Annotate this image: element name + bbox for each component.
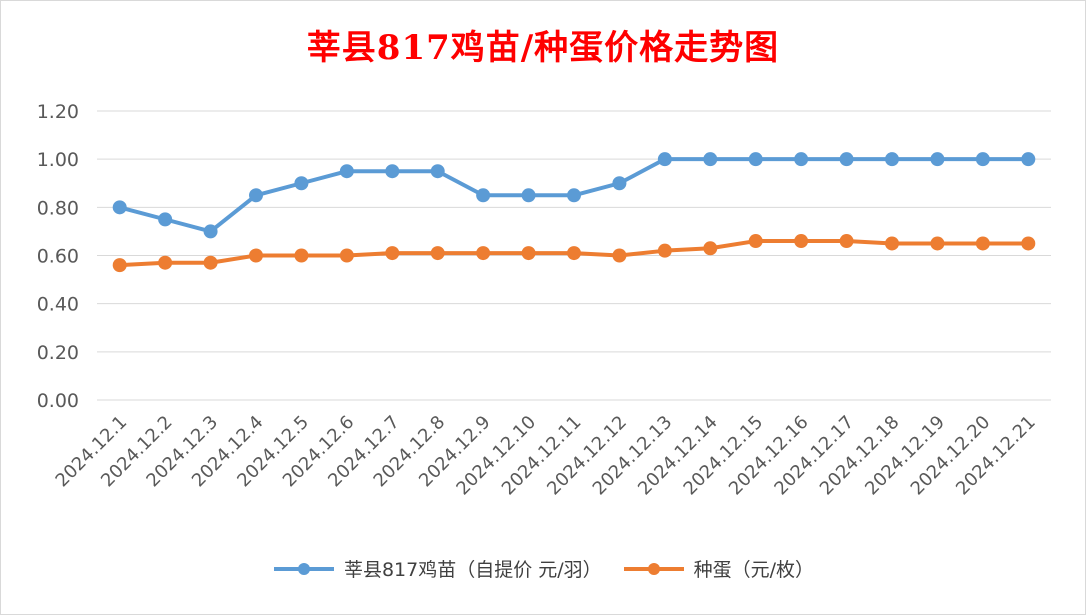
data-point	[975, 152, 990, 167]
data-point	[430, 164, 445, 179]
legend-item-chick: 莘县817鸡苗（自提价 元/羽）	[272, 555, 602, 582]
data-point	[249, 248, 263, 263]
data-point	[930, 152, 945, 167]
x-axis-labels: 2024.12.12024.12.22024.12.32024.12.42024…	[52, 412, 1040, 500]
legend-marker-chick	[273, 562, 334, 575]
y-tick-label: 0.20	[37, 342, 79, 364]
data-point	[612, 248, 627, 263]
data-point	[703, 241, 718, 256]
data-point	[1021, 236, 1036, 251]
legend: 莘县817鸡苗（自提价 元/羽） 种蛋（元/枚）	[0, 555, 1086, 582]
data-point	[476, 188, 491, 203]
y-tick-label: 1.20	[37, 101, 79, 123]
data-point	[158, 212, 173, 227]
legend-item-egg: 种蛋（元/枚）	[622, 555, 814, 582]
data-point	[112, 200, 127, 215]
y-tick-label: 0.00	[37, 390, 79, 412]
data-point	[839, 234, 854, 249]
data-point	[339, 164, 354, 179]
data-point	[339, 248, 354, 263]
data-point	[430, 246, 445, 261]
data-point	[521, 188, 536, 203]
data-point	[748, 234, 763, 249]
y-tick-label: 0.60	[37, 246, 79, 268]
data-point	[385, 164, 400, 179]
data-point	[794, 234, 809, 249]
data-point	[567, 246, 581, 261]
data-point	[657, 152, 672, 167]
data-point	[112, 258, 127, 273]
data-point	[930, 236, 945, 251]
data-point	[158, 255, 173, 270]
data-point	[476, 246, 491, 261]
data-point	[521, 246, 536, 261]
y-tick-label: 1.00	[37, 149, 79, 171]
y-axis-labels: 0.00 0.20 0.40 0.60 0.80 1.00 1.20	[37, 101, 79, 412]
chart-title: 莘县817鸡苗/种蛋价格走势图	[306, 28, 780, 68]
legend-marker-egg	[623, 562, 684, 575]
y-tick-label: 0.40	[37, 294, 79, 316]
data-point	[839, 152, 854, 167]
data-point	[748, 152, 763, 167]
series-group	[112, 152, 1036, 273]
data-point	[1021, 152, 1036, 167]
data-point	[657, 243, 672, 258]
data-point	[612, 176, 627, 191]
data-point	[203, 224, 218, 239]
data-point	[249, 188, 263, 203]
data-point	[567, 188, 581, 203]
data-point	[203, 255, 218, 270]
y-tick-label: 0.80	[37, 197, 79, 219]
data-point	[294, 176, 309, 191]
data-point	[703, 152, 718, 167]
data-point	[385, 246, 400, 261]
legend-label-chick: 莘县817鸡苗（自提价 元/羽）	[343, 559, 602, 581]
data-point	[885, 236, 899, 251]
data-point	[885, 152, 899, 167]
data-point	[794, 152, 809, 167]
data-point	[294, 248, 309, 263]
legend-label-egg: 种蛋（元/枚）	[693, 559, 815, 581]
data-point	[975, 236, 990, 251]
